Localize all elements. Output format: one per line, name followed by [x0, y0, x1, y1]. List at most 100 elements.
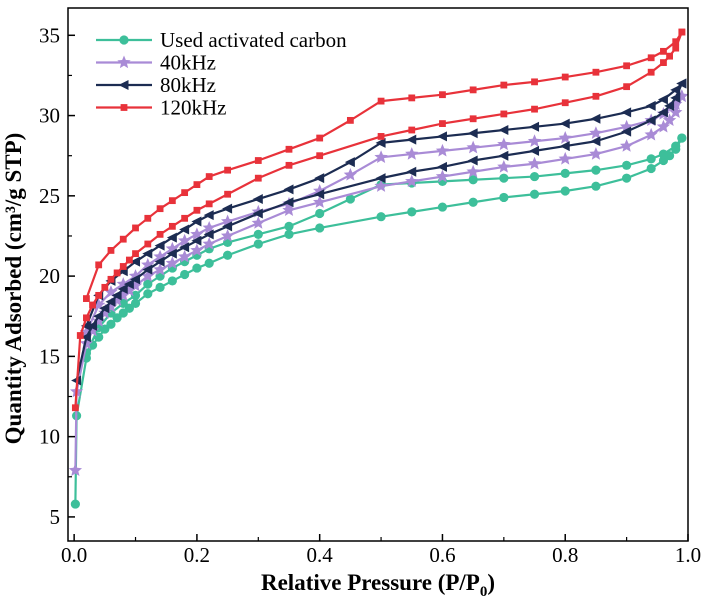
- data-point: [664, 100, 675, 111]
- legend-entry: 120kHz: [96, 96, 227, 120]
- data-point: [408, 126, 416, 134]
- data-point: [284, 229, 294, 239]
- data-point: [132, 224, 139, 232]
- data-point: [589, 126, 603, 139]
- data-point: [644, 127, 658, 141]
- x-axis-title-main: Relative Pressure (P/P: [261, 570, 480, 595]
- x-tick-label: 0.8: [552, 543, 578, 567]
- data-point: [623, 62, 631, 70]
- data-point: [645, 115, 656, 126]
- data-point: [671, 141, 681, 151]
- data-point: [251, 216, 265, 229]
- data-point: [166, 248, 177, 259]
- data-point: [223, 250, 233, 260]
- data-point: [119, 235, 127, 243]
- data-point: [468, 197, 478, 207]
- data-point: [141, 269, 155, 282]
- data-point: [168, 222, 176, 230]
- data-point: [589, 147, 603, 160]
- data-point: [436, 161, 447, 172]
- data-point: [660, 59, 667, 66]
- legend-entry: 40kHz: [96, 51, 216, 75]
- data-point: [527, 156, 542, 170]
- data-point: [285, 145, 293, 153]
- y-axis-title: Quantity Adsorbed (cm³/g STP): [1, 133, 26, 445]
- data-point: [154, 256, 165, 267]
- data-point: [203, 210, 214, 221]
- data-point: [202, 237, 216, 250]
- y-tick-label: 5: [50, 505, 61, 529]
- data-point: [666, 52, 673, 60]
- legend-marker: [119, 35, 129, 45]
- data-point: [94, 332, 104, 342]
- data-point: [106, 319, 116, 329]
- data-point: [130, 298, 141, 308]
- data-point: [466, 140, 480, 154]
- data-point: [76, 332, 84, 339]
- data-point: [224, 190, 232, 198]
- data-point: [95, 291, 103, 299]
- data-point: [343, 167, 358, 181]
- data-point: [153, 262, 167, 276]
- data-point: [660, 47, 667, 55]
- data-point: [284, 221, 294, 231]
- data-point: [205, 200, 213, 208]
- data-point: [314, 173, 325, 184]
- legend-label: 40kHz: [160, 51, 216, 75]
- data-point: [592, 68, 600, 76]
- data-point: [527, 134, 542, 147]
- series-line-adsorption: [74, 137, 683, 505]
- data-point: [558, 151, 572, 165]
- data-point: [346, 116, 354, 124]
- data-point: [283, 184, 294, 195]
- y-tick-label: 15: [39, 344, 60, 368]
- data-point: [622, 160, 632, 170]
- data-point: [678, 28, 686, 36]
- data-point: [192, 263, 202, 273]
- data-point: [646, 163, 656, 174]
- data-point: [499, 192, 509, 203]
- data-point: [118, 298, 128, 308]
- legend-label: Used activated carbon: [160, 28, 347, 52]
- data-point: [468, 175, 478, 185]
- legend-label: 120kHz: [160, 96, 227, 120]
- data-point: [179, 224, 190, 235]
- data-point: [107, 247, 115, 254]
- x-axis-title-subscript: 0: [480, 584, 488, 599]
- data-point: [132, 250, 139, 258]
- data-point: [119, 263, 127, 270]
- data-point: [561, 73, 569, 81]
- data-point: [408, 94, 416, 102]
- data-point: [105, 296, 116, 307]
- data-point: [344, 157, 355, 168]
- data-point: [190, 243, 204, 257]
- data-point: [676, 78, 687, 89]
- data-point: [144, 240, 152, 248]
- data-point: [500, 81, 508, 89]
- data-point: [658, 149, 669, 159]
- data-point: [166, 232, 177, 243]
- data-point: [154, 240, 165, 251]
- data-point: [437, 202, 448, 212]
- data-point: [252, 208, 263, 219]
- data-point: [314, 189, 325, 200]
- data-point: [191, 235, 202, 246]
- x-tick-label: 0.6: [429, 543, 455, 567]
- x-tick-label: 0.4: [307, 543, 334, 567]
- data-point: [125, 256, 133, 264]
- data-point: [499, 173, 509, 183]
- data-point: [316, 152, 324, 160]
- data-point: [657, 107, 668, 118]
- data-point: [224, 166, 232, 174]
- data-point: [101, 283, 109, 291]
- data-point: [130, 290, 141, 300]
- data-point: [498, 150, 509, 161]
- legend-marker: [117, 55, 131, 69]
- data-point: [142, 248, 153, 259]
- data-point: [70, 499, 80, 509]
- series-used-activated-carbon: [70, 133, 687, 509]
- data-point: [142, 264, 153, 275]
- data-point: [375, 137, 386, 148]
- data-point: [143, 289, 153, 299]
